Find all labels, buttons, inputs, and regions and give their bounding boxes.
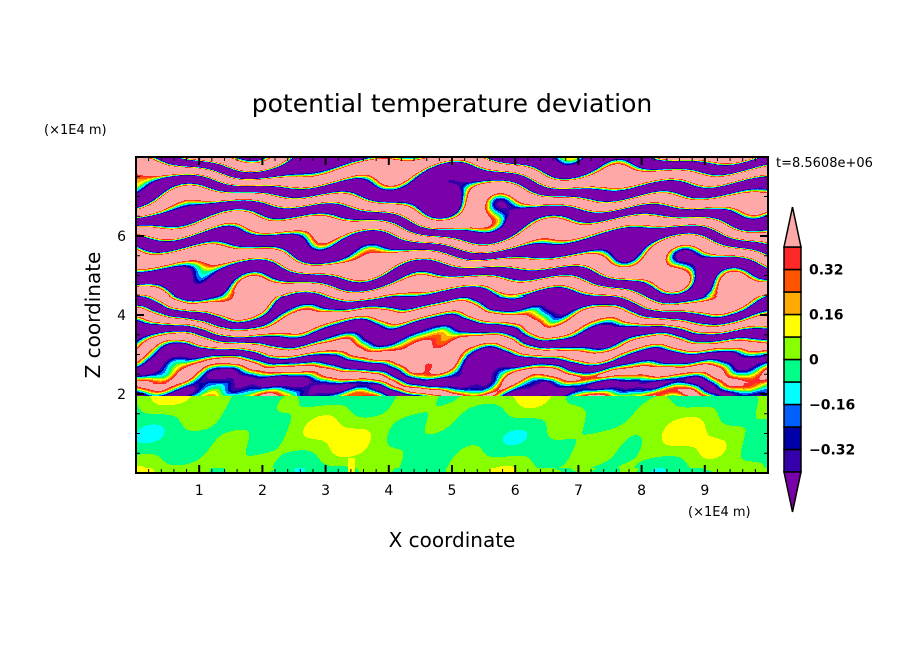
x-tick-label: 1 bbox=[195, 483, 204, 499]
colorbar-box bbox=[783, 336, 802, 361]
y-tick-label: 2 bbox=[117, 387, 126, 403]
axis-ticks: 1 2 3 4 5 6 7 8 9 2 4 6 bbox=[117, 157, 769, 499]
y-axis-label: Z coordinate bbox=[81, 252, 105, 379]
colorbar-box bbox=[783, 381, 802, 406]
time-label: t=8.5608e+06 bbox=[776, 156, 873, 171]
x-tick-label: 3 bbox=[321, 483, 330, 499]
x-axis-label: X coordinate bbox=[389, 528, 516, 552]
colorbar-label: 0.16 bbox=[809, 308, 844, 324]
colorbar-box bbox=[783, 268, 802, 293]
colorbar-label: −0.16 bbox=[809, 398, 855, 414]
colorbar-label: −0.32 bbox=[809, 443, 855, 459]
colorbar-box bbox=[783, 448, 802, 473]
x-tick-label: 9 bbox=[700, 483, 709, 499]
colorbar-box bbox=[783, 291, 802, 316]
x-tick-label: 8 bbox=[637, 483, 646, 499]
x-tick-label: 6 bbox=[511, 483, 520, 499]
y-tick-label: 6 bbox=[117, 229, 126, 245]
colorbar-bottom-extend bbox=[783, 471, 802, 513]
x-tick-label: 4 bbox=[384, 483, 393, 499]
x-tick-label: 5 bbox=[448, 483, 457, 499]
x-tick-label: 2 bbox=[258, 483, 267, 499]
colorbar-box bbox=[783, 403, 802, 428]
colorbar-label: 0.32 bbox=[809, 263, 844, 279]
chart-title: potential temperature deviation bbox=[252, 89, 652, 118]
x-unit-label: (×1E4 m) bbox=[688, 505, 751, 520]
colorbar-box bbox=[783, 358, 802, 383]
contour-field bbox=[136, 157, 768, 473]
colorbar-label: 0 bbox=[809, 353, 819, 369]
plot-frame bbox=[135, 156, 769, 474]
y-tick-label: 4 bbox=[117, 308, 126, 324]
colorbar-box bbox=[783, 426, 802, 451]
colorbar-box bbox=[783, 246, 802, 271]
y-unit-label: (×1E4 m) bbox=[44, 123, 107, 138]
colorbar-top-extend bbox=[783, 206, 802, 248]
colorbar-box bbox=[783, 313, 802, 338]
x-tick-label: 7 bbox=[574, 483, 583, 499]
colorbar: 0.32 0.16 0 −0.16 −0.32 bbox=[783, 206, 855, 513]
